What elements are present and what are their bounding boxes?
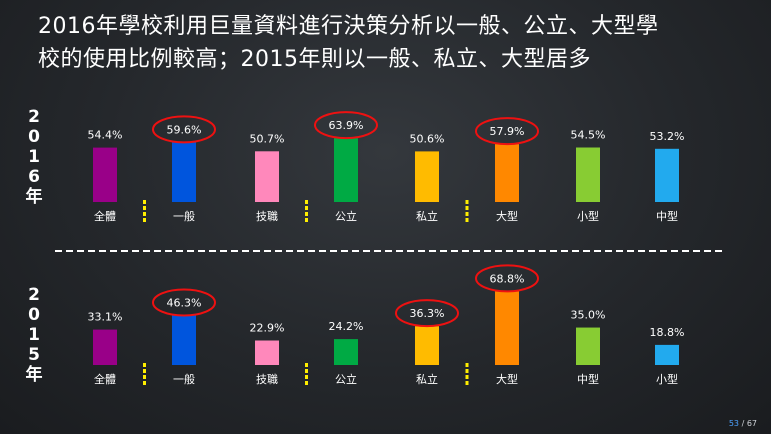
page-current: 53 xyxy=(728,419,740,428)
data-label: 24.2% xyxy=(329,320,364,333)
year-label-char: 年 xyxy=(25,365,43,385)
data-label: 59.6% xyxy=(167,123,202,136)
category-label: 全體 xyxy=(94,209,116,223)
bar xyxy=(172,142,196,202)
bar xyxy=(495,144,519,202)
bar xyxy=(255,151,279,202)
bar xyxy=(415,151,439,202)
bar xyxy=(93,329,117,365)
year-label-char: 6 xyxy=(28,167,40,187)
data-label: 36.3% xyxy=(410,307,445,320)
slide-title: 2016年學校利用巨量資料進行決策分析以一般、公立、大型學 校的使用比例較高；2… xyxy=(38,10,758,76)
year-label-char: 5 xyxy=(28,345,40,365)
data-label: 68.8% xyxy=(490,272,525,285)
bar xyxy=(255,340,279,365)
highlight-circle xyxy=(475,264,539,293)
year-label-char: 1 xyxy=(28,325,40,345)
bar xyxy=(334,339,358,365)
highlight-circle xyxy=(152,115,216,144)
data-label: 35.0% xyxy=(571,309,606,322)
bar xyxy=(655,344,679,365)
data-label: 50.7% xyxy=(250,132,285,145)
data-label: 22.9% xyxy=(250,321,285,334)
category-label: 大型 xyxy=(496,209,518,223)
highlight-circle xyxy=(314,111,378,140)
category-label: 一般 xyxy=(173,210,195,223)
data-label: 54.5% xyxy=(571,129,606,142)
category-label: 技職 xyxy=(256,373,278,386)
year-label-2015: 2 0 1 5 年 xyxy=(24,285,44,385)
data-label: 57.9% xyxy=(490,125,525,138)
data-label: 63.9% xyxy=(329,119,364,132)
slide-title-line2: 校的使用比例較高；2015年則以一般、私立、大型居多 xyxy=(38,47,591,72)
data-label: 50.6% xyxy=(410,132,445,145)
year-label-char: 0 xyxy=(28,305,40,325)
category-label: 大型 xyxy=(496,372,518,386)
highlight-circle xyxy=(152,288,216,317)
year-label-2016: 2 0 1 6 年 xyxy=(24,107,44,207)
bar xyxy=(415,326,439,365)
year-label-char: 年 xyxy=(25,187,43,207)
category-label: 公立 xyxy=(335,209,357,223)
bar xyxy=(93,147,117,202)
page-total: / 67 xyxy=(741,419,757,428)
category-label: 小型 xyxy=(577,209,599,223)
bar xyxy=(495,291,519,365)
year-label-char: 0 xyxy=(28,127,40,147)
year-label-char: 2 xyxy=(28,107,40,127)
bar xyxy=(172,315,196,365)
highlight-circle xyxy=(475,117,539,146)
data-label: 46.3% xyxy=(167,296,202,309)
category-label: 小型 xyxy=(656,372,678,386)
category-label: 全體 xyxy=(94,372,116,386)
data-label: 18.8% xyxy=(650,326,685,339)
year-label-char: 2 xyxy=(28,285,40,305)
bar xyxy=(334,138,358,202)
bar xyxy=(655,148,679,202)
category-label: 公立 xyxy=(335,372,357,386)
category-label: 中型 xyxy=(577,372,599,386)
data-label: 53.2% xyxy=(650,130,685,143)
year-label-char: 1 xyxy=(28,147,40,167)
data-label: 54.4% xyxy=(88,129,123,142)
category-label: 私立 xyxy=(416,372,438,386)
category-label: 私立 xyxy=(416,209,438,223)
page-number: 53 / 67 xyxy=(729,419,757,428)
data-label: 33.1% xyxy=(88,311,123,324)
bar xyxy=(576,327,600,365)
category-label: 一般 xyxy=(173,373,195,386)
bar xyxy=(576,147,600,202)
category-label: 中型 xyxy=(656,209,678,223)
slide-title-line1: 2016年學校利用巨量資料進行決策分析以一般、公立、大型學 xyxy=(38,14,659,39)
highlight-circle xyxy=(395,299,459,328)
category-label: 技職 xyxy=(256,210,278,223)
